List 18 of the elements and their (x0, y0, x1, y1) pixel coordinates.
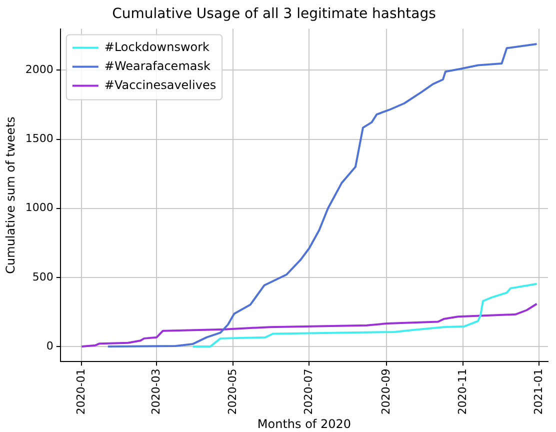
legend-label: #Vaccinesavelives (104, 78, 216, 92)
x-tick-label: 2020-03 (150, 368, 163, 415)
legend-label: #Lockdownswork (104, 40, 210, 54)
legend-label: #Wearafacemask (104, 58, 210, 73)
x-tick-label: 2021-01 (532, 368, 546, 415)
y-tick-label: 0 (46, 339, 54, 352)
x-tick-label: 2020-07 (302, 368, 316, 415)
x-axis-title: Months of 2020 (257, 416, 351, 431)
x-tick-label: 2020-11 (456, 368, 469, 415)
y-tick-label: 1500 (25, 132, 54, 146)
y-tick-label: 2000 (25, 63, 54, 76)
x-tick-label: 2020-09 (380, 368, 393, 415)
y-tick-label: 500 (32, 270, 54, 284)
x-tick-label: 2020-01 (74, 368, 88, 415)
y-axis-title: Cumulative sum of tweets (3, 116, 18, 274)
chart-title: Cumulative Usage of all 3 legitimate hashtags (112, 6, 436, 22)
y-tick-label: 1000 (25, 201, 54, 214)
x-tick-label: 2020-05 (226, 368, 239, 415)
